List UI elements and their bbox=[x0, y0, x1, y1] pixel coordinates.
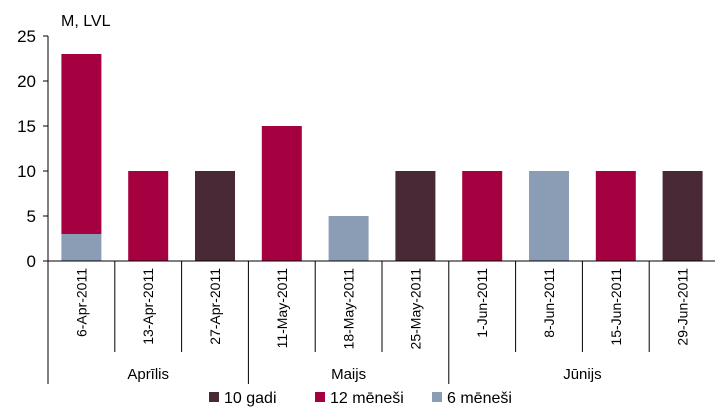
x-tick-label: 25-May-2011 bbox=[407, 268, 423, 350]
legend-label: 6 mēneši bbox=[447, 390, 512, 407]
legend: 10 gadi 12 mēneši 6 mēneši bbox=[209, 390, 512, 407]
bars bbox=[61, 54, 703, 261]
bar-25-May-2011-10 gadi bbox=[395, 171, 436, 261]
legend-swatch bbox=[432, 392, 442, 402]
x-tick-label: 8-Jun-2011 bbox=[541, 268, 557, 338]
y-tick-label: 5 bbox=[27, 207, 36, 226]
bar-29-Jun-2011-10 gadi bbox=[662, 171, 703, 261]
x-group-label: Aprīlis bbox=[127, 366, 169, 383]
bar-13-Apr-2011-12 mēneši bbox=[128, 171, 169, 261]
x-tick-label: 27-Apr-2011 bbox=[207, 268, 223, 345]
x-group-label: Maijs bbox=[331, 366, 366, 383]
bar-8-Jun-2011-6 mēneši bbox=[529, 171, 569, 261]
y-tick-label: 25 bbox=[17, 27, 36, 46]
x-tick-label: 13-Apr-2011 bbox=[140, 268, 156, 345]
x-tick-label: 18-May-2011 bbox=[341, 268, 357, 350]
bar-18-May-2011-6 mēneši bbox=[328, 216, 369, 261]
y-tick-label: 15 bbox=[17, 117, 36, 136]
x-tick-label: 15-Jun-2011 bbox=[608, 268, 624, 346]
x-tick-label: 1-Jun-2011 bbox=[474, 268, 490, 338]
y-tick-label: 0 bbox=[27, 252, 36, 271]
legend-label: 10 gadi bbox=[224, 390, 277, 407]
bar-27-Apr-2011-10 gadi bbox=[195, 171, 235, 261]
y-tick-label: 20 bbox=[17, 72, 36, 91]
x-group-label: Jūnijs bbox=[563, 366, 601, 383]
x-axis: 6-Apr-2011 13-Apr-2011 27-Apr-2011 11-May-2… bbox=[47, 260, 715, 384]
bar-6-Apr-2011-12 mēneši bbox=[61, 54, 102, 234]
legend-swatch bbox=[315, 392, 325, 402]
bar-1-Jun-2011-12 mēneši bbox=[462, 171, 503, 261]
y-axis-label: M, LVL bbox=[61, 13, 111, 30]
x-tick-label: 6-Apr-2011 bbox=[73, 268, 89, 337]
legend-label: 12 mēneši bbox=[330, 390, 404, 407]
x-tick-label: 11-May-2011 bbox=[274, 268, 290, 349]
x-tick-label: 29-Jun-2011 bbox=[675, 268, 691, 346]
legend-swatch bbox=[209, 392, 219, 402]
bar-6-Apr-2011-6 mēneši bbox=[61, 234, 102, 261]
y-tick-label: 10 bbox=[17, 162, 36, 181]
bar-15-Jun-2011-12 mēneši bbox=[595, 171, 636, 261]
bar-11-May-2011-12 mēneši bbox=[261, 126, 302, 261]
y-axis: 0 5 10 15 20 25 bbox=[17, 27, 49, 271]
